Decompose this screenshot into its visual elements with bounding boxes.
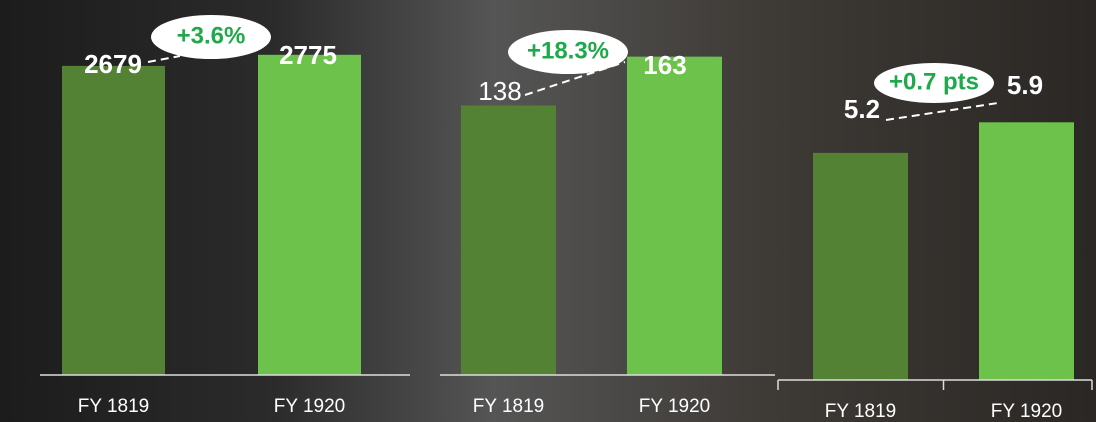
- value-label: 163: [643, 50, 686, 80]
- x-tick-label: FY 1819: [473, 396, 544, 417]
- value-label: 2775: [279, 40, 337, 70]
- bar: [979, 122, 1074, 380]
- value-label: 2679: [84, 49, 142, 79]
- x-tick-label: FY 1819: [825, 401, 896, 422]
- value-label: 5.2: [844, 94, 880, 124]
- x-tick-label: FY 1819: [78, 396, 149, 417]
- annotation: +3.6%: [177, 22, 246, 49]
- bar: [627, 57, 722, 375]
- x-tick-label: FY 1920: [274, 396, 345, 417]
- annotation: +18.3%: [527, 37, 609, 64]
- x-tick-label: FY 1920: [639, 396, 710, 417]
- chart: FY 1819 FY 1920 2679 2775 +3.6% FY 1819 FY 192…: [0, 0, 1096, 422]
- bar: [461, 105, 556, 375]
- value-label: 138: [478, 76, 521, 106]
- bar: [258, 55, 361, 375]
- bar: [62, 66, 165, 375]
- value-label: 5.9: [1007, 70, 1043, 100]
- x-tick-label: FY 1920: [991, 401, 1062, 422]
- bar: [813, 153, 908, 380]
- annotation: +0.7 pts: [889, 68, 979, 95]
